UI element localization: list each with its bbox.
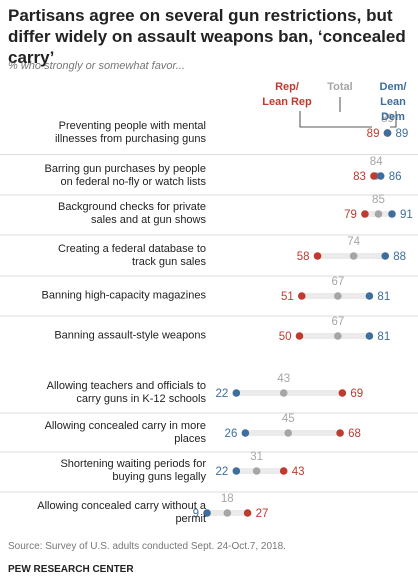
dot: [365, 332, 374, 340]
dot: [376, 172, 385, 180]
range-bar: [245, 430, 341, 436]
value-label: 22: [216, 388, 229, 400]
dot: [370, 172, 378, 180]
value-label: 83: [353, 171, 366, 183]
value-label: 81: [377, 291, 390, 303]
dot: [297, 292, 306, 300]
value-label: 45: [282, 413, 295, 425]
dot: [295, 332, 304, 340]
value-label: 22: [216, 466, 229, 478]
category-label: Allowing teachers and officials to carry…: [46, 380, 206, 405]
value-label: 43: [292, 466, 305, 478]
category-label: Shortening waiting periods for buying gu…: [60, 458, 206, 483]
category-label: Allowing concealed carry in more places: [44, 420, 206, 445]
value-label: 88: [393, 251, 406, 263]
chart-title: Partisans agree on several gun restricti…: [8, 6, 406, 67]
dot: [279, 389, 288, 397]
dot: [349, 252, 358, 260]
value-label: 18: [221, 493, 234, 505]
dot: [365, 292, 374, 300]
legend-entry: Dem/ Lean Dem: [379, 81, 407, 123]
dot: [313, 252, 322, 260]
value-label: 89: [395, 128, 408, 140]
legend-entry: Rep/ Lean Rep: [262, 81, 312, 108]
value-label: 50: [279, 331, 292, 343]
value-label: 89: [381, 113, 394, 125]
dot: [334, 332, 342, 340]
dot: [361, 210, 369, 218]
dot: [388, 210, 396, 218]
dot: [243, 509, 252, 517]
value-label: 67: [331, 276, 344, 288]
category-label: Banning assault-style weapons: [54, 329, 206, 342]
value-label: 67: [331, 316, 344, 328]
value-label: 27: [256, 508, 269, 520]
dot: [284, 429, 293, 437]
legend-entry: Total: [327, 81, 353, 93]
leader-line: [390, 111, 397, 128]
value-label: 81: [377, 331, 390, 343]
value-label: 31: [250, 451, 263, 463]
value-label: 51: [281, 291, 294, 303]
value-label: 86: [389, 171, 402, 183]
value-label: 9: [193, 508, 199, 520]
dot: [279, 467, 288, 475]
value-label: 89: [367, 128, 380, 140]
value-label: 58: [297, 251, 310, 263]
dot: [203, 509, 211, 517]
category-label: Creating a federal database to track gun…: [58, 243, 206, 268]
category-label: Preventing people with mental illnesses …: [54, 120, 206, 145]
category-label: Allowing concealed carry without a permi…: [37, 500, 206, 525]
category-label: Banning high-capacity magazines: [41, 289, 207, 302]
dot: [374, 210, 383, 218]
source: Source: Survey of U.S. adults conducted …: [8, 541, 286, 552]
dot: [232, 467, 241, 475]
value-label: 69: [350, 388, 363, 400]
value-label: 68: [348, 428, 361, 440]
dot: [252, 467, 261, 475]
leader-line: [299, 111, 372, 128]
value-label: 85: [372, 194, 385, 206]
dot: [336, 429, 344, 437]
value-label: 43: [277, 373, 290, 385]
value-label: 91: [400, 209, 413, 221]
value-label: 74: [347, 236, 360, 248]
dot: [338, 389, 347, 397]
category-label: Background checks for private sales and …: [58, 201, 206, 226]
value-label: 26: [225, 428, 238, 440]
dot: [381, 252, 390, 260]
credit: PEW RESEARCH CENTER: [8, 564, 134, 575]
dot: [334, 292, 342, 300]
category-label: Barring gun purchases by people on feder…: [44, 163, 206, 188]
dot: [232, 389, 241, 397]
value-label: 79: [344, 209, 357, 221]
dot: [223, 509, 232, 517]
chart-subtitle: % who strongly or somewhat favor...: [8, 60, 185, 72]
dot: [241, 429, 250, 437]
dot: [383, 129, 392, 137]
value-label: 84: [370, 156, 383, 168]
range-bar: [236, 390, 343, 396]
